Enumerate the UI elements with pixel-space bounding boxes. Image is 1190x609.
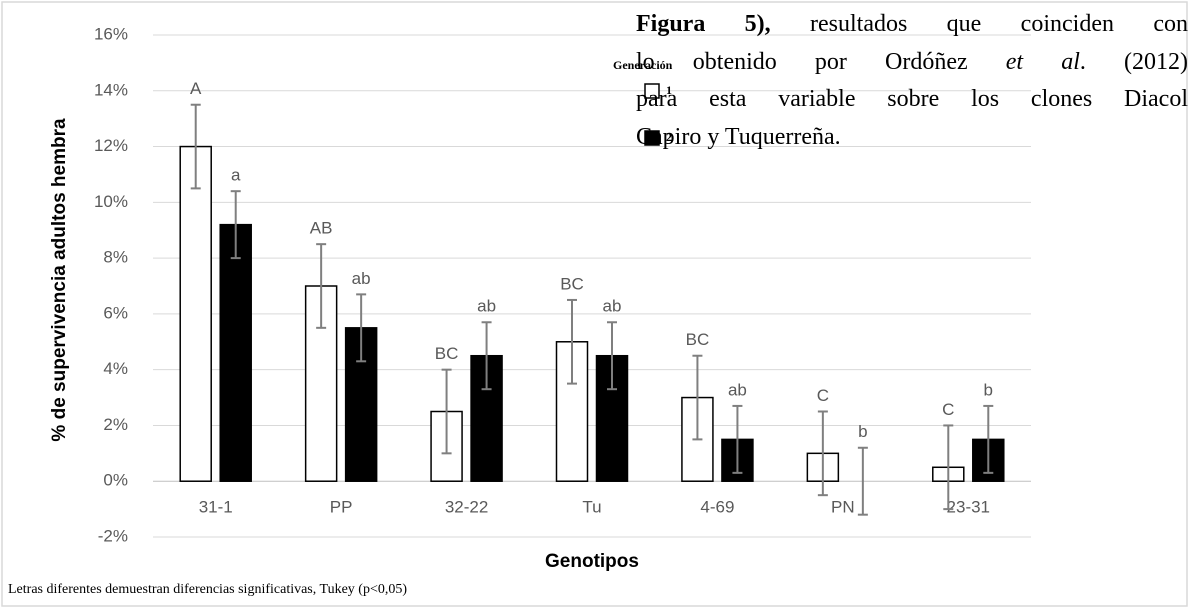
legend-label: 1 — [666, 83, 672, 97]
legend-swatch — [644, 130, 660, 146]
text-span: . (2012) — [1079, 48, 1189, 75]
legend-title: Generación — [613, 58, 673, 72]
error-bar — [356, 293, 367, 363]
error-bar — [607, 321, 617, 391]
bar — [179, 145, 212, 482]
significance-letter: ab — [477, 297, 496, 316]
x-tick-label: 32-22 — [445, 497, 488, 516]
y-axis-title: % de supervivencia adultos hembra — [49, 118, 70, 442]
y-tick-label: 4% — [103, 359, 128, 378]
error-bar — [983, 404, 994, 474]
significance-letter: C — [942, 400, 954, 419]
y-tick-label: 14% — [94, 80, 128, 99]
error-bar — [857, 446, 868, 516]
error-bar — [441, 368, 452, 455]
text-span: para esta variable sobre los clones Diac… — [636, 86, 1188, 112]
bar — [219, 223, 252, 482]
legend-swatch — [644, 83, 660, 99]
y-tick-label: 10% — [94, 192, 128, 211]
x-tick-label: 23-31 — [947, 497, 990, 516]
significance-letter: ab — [728, 380, 747, 399]
error-bar — [190, 103, 201, 190]
significance-letter: C — [817, 386, 829, 405]
text-span: Capiro y Tuquerreña. — [636, 123, 841, 150]
x-tick-label: Tu — [582, 497, 601, 516]
error-bar — [732, 404, 743, 474]
significance-letter: ab — [603, 297, 622, 316]
y-tick-label: -2% — [98, 526, 128, 545]
x-tick-label: 31-1 — [199, 497, 233, 516]
error-bar — [692, 354, 703, 441]
error-bar — [943, 424, 954, 511]
text-line: Capiro y Tuquerreña. — [636, 119, 1188, 157]
x-axis-title: Genotipos — [545, 551, 639, 572]
footnote: Letras diferentes demuestran diferencias… — [8, 582, 407, 597]
significance-letter: b — [984, 380, 993, 399]
x-tick-label: PN — [831, 497, 855, 516]
x-tick-label: PP — [330, 497, 353, 516]
significance-letter: AB — [310, 219, 333, 238]
significance-letter: a — [231, 166, 241, 185]
significance-letter: BC — [435, 344, 459, 363]
text-line: Figura 5), resultados que coinciden con — [636, 6, 1188, 44]
text-line: para esta variable sobre los clones Diac… — [636, 81, 1188, 119]
x-tick-label: 4-69 — [700, 497, 734, 516]
y-tick-label: 16% — [94, 24, 128, 43]
significance-letter: b — [858, 422, 867, 441]
legend-label: 2 — [666, 130, 672, 144]
text-line: lo obtenido por Ordóñez et al. (2012) — [636, 44, 1188, 82]
y-tick-label: 12% — [94, 136, 128, 155]
significance-letter: BC — [560, 274, 584, 293]
significance-letter: A — [190, 79, 202, 98]
y-tick-label: 6% — [103, 303, 128, 322]
error-bar — [817, 410, 828, 497]
text-span: et al — [1005, 48, 1080, 75]
error-bar — [567, 298, 577, 385]
paragraph: Figura 5), resultados que coinciden con l… — [636, 6, 1188, 156]
significance-letter: ab — [352, 269, 371, 288]
y-tick-label: 2% — [103, 415, 128, 434]
error-bar — [316, 243, 327, 329]
text-span: Figura 5), — [636, 11, 771, 37]
y-tick-label: 8% — [103, 248, 128, 267]
significance-letter: BC — [686, 330, 710, 349]
text-span: lo obtenido por Ordóñez — [636, 48, 1006, 75]
text-span: resultados que coinciden con — [770, 11, 1188, 37]
error-bar — [481, 321, 492, 391]
y-tick-label: 0% — [103, 471, 128, 490]
error-bar — [230, 190, 241, 260]
